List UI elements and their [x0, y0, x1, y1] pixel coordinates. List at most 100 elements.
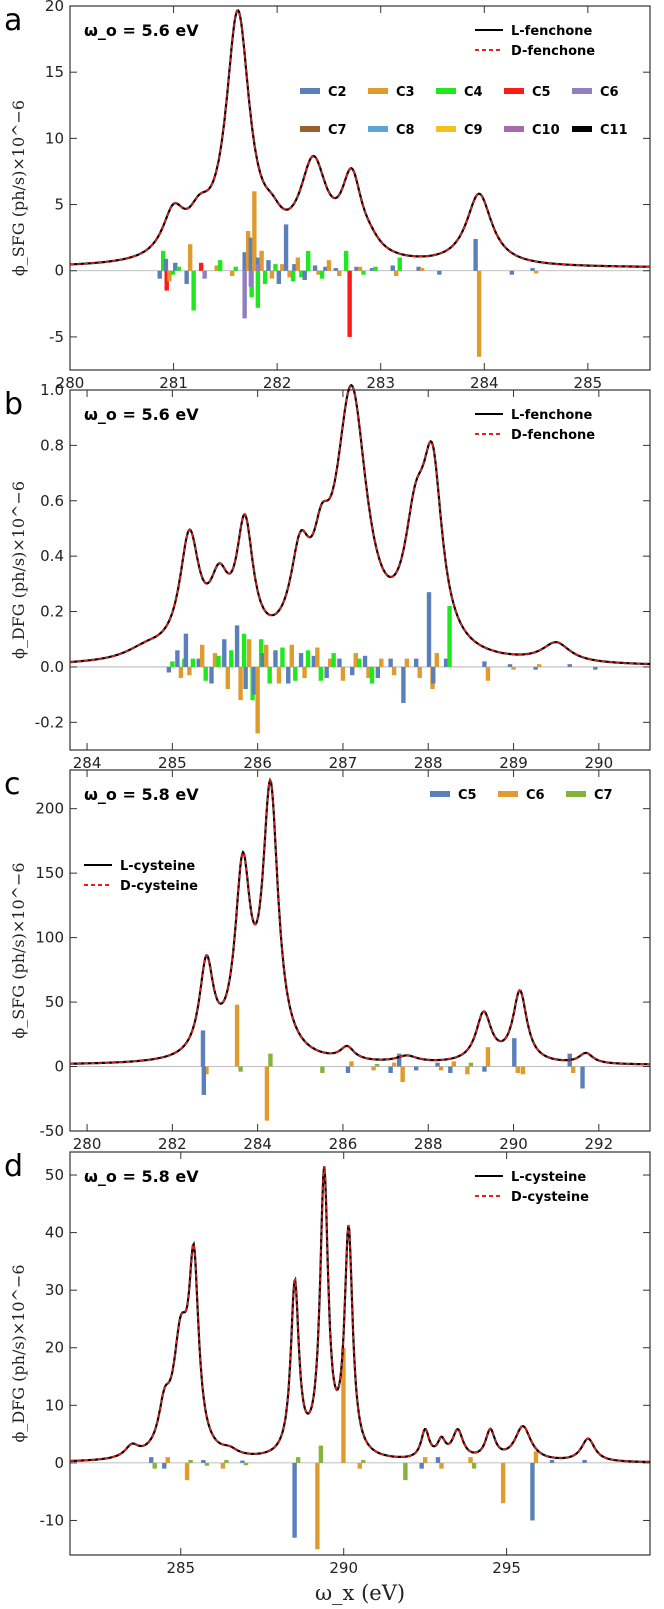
- bar-mark: [266, 260, 271, 271]
- legend-label: C5: [532, 85, 551, 100]
- bar-mark: [319, 270, 325, 279]
- panel-d: 285 290 295 -10 0 10 20 30 40 50 d ω_o = 5.8 eV ϕ_DF…: [4, 1149, 651, 1577]
- bar-mark: [183, 633, 189, 667]
- bar-mark: [262, 270, 268, 284]
- bar-mark: [201, 1066, 207, 1095]
- y-axis-label: ϕ_DFG (ph/s)×10^−6: [9, 1264, 28, 1442]
- y-tick-label: 10: [45, 1396, 64, 1414]
- bar-mark: [245, 231, 251, 271]
- bar-mark: [341, 1347, 346, 1463]
- legend-swatch: [368, 88, 388, 94]
- y-axis-label: ϕ_SFG (ph/s)×10^−6: [9, 100, 28, 276]
- bar-mark: [204, 1066, 209, 1075]
- y-tick-label: 1.0: [40, 381, 64, 399]
- bar-mark: [316, 270, 321, 275]
- bar-mark: [287, 270, 292, 278]
- bar-mark: [390, 265, 395, 271]
- bar-mark: [220, 1462, 226, 1469]
- bar-mark: [438, 1066, 444, 1071]
- x-tick-label: 290: [329, 1559, 358, 1577]
- bar-mark: [448, 1066, 453, 1073]
- y-tick-label: 0.0: [40, 658, 64, 676]
- bar-mark: [312, 265, 318, 271]
- bar-mark: [302, 666, 307, 678]
- y-tick-label: 20: [45, 1339, 64, 1357]
- bar-mark: [403, 1462, 408, 1481]
- bar-mark: [198, 262, 204, 271]
- bar-mark: [349, 1061, 354, 1067]
- bar-mark: [311, 655, 317, 667]
- bar-mark: [414, 1066, 419, 1071]
- bar-mark: [162, 1462, 167, 1469]
- bar-mark: [366, 666, 371, 678]
- bar-mark: [536, 664, 542, 667]
- legend-label: L-cysteine: [511, 1170, 586, 1185]
- bar-mark: [400, 1066, 405, 1083]
- plot-frame: [69, 389, 651, 751]
- x-tick-label: 288: [414, 1135, 443, 1153]
- bar-mark: [361, 270, 366, 275]
- y-tick-label: 15: [45, 63, 64, 81]
- y-tick-label: 0: [54, 1058, 64, 1076]
- panel-c: 280 282 284 286 288 290 292 -50 0 50 100 150 200 c ω_o…: [4, 767, 651, 1153]
- bar-mark: [289, 644, 294, 667]
- legend-label: D-fenchone: [511, 428, 595, 443]
- bar-mark: [318, 666, 324, 681]
- bar-mark: [353, 653, 358, 667]
- bar-mark: [337, 270, 342, 277]
- bar-mark: [391, 666, 397, 676]
- y-tick-label: 0.8: [40, 436, 64, 454]
- bar-mark: [224, 1460, 229, 1463]
- legend-label: C7: [594, 788, 613, 803]
- bar-mark: [299, 270, 304, 278]
- bar-mark: [273, 264, 278, 271]
- bar-mark: [500, 1462, 506, 1504]
- legend-swatch: [504, 88, 524, 94]
- legend-swatch: [566, 791, 586, 797]
- x-tick-label: 286: [329, 1135, 358, 1153]
- legend-swatch: [436, 88, 456, 94]
- bar-mark: [255, 264, 261, 271]
- x-tick-label: 284: [243, 1135, 272, 1153]
- bar-mark: [252, 191, 257, 271]
- bar-mark: [243, 1462, 249, 1466]
- panel-a: 280 281 282 283 284 285 -5 0 5 10 15 20 a ω_o = 5.6 e…: [4, 0, 651, 392]
- bar-mark: [343, 250, 349, 271]
- bar-mark: [354, 266, 359, 271]
- panel-b: 284 285 286 287 288 289 290 -0.2 0.0 0.2 0.4 0.6 0.8…: [4, 381, 651, 772]
- y-axis-label: ϕ_DFG (ph/s)×10^−6: [9, 481, 28, 659]
- bar-mark: [533, 1451, 539, 1463]
- bar-mark: [280, 647, 285, 667]
- bar-mark: [451, 1061, 457, 1067]
- legend-label: C11: [600, 123, 628, 138]
- bar-mark: [173, 262, 178, 271]
- bar-mark: [164, 270, 169, 291]
- legend-label: D-cysteine: [511, 1190, 589, 1205]
- bar-mark: [369, 268, 375, 271]
- y-tick-label: 40: [45, 1224, 64, 1242]
- y-axis-label: ϕ_SFG (ph/s)×10^−6: [9, 862, 28, 1038]
- bar-mark: [485, 1047, 491, 1067]
- panel-letter: a: [4, 3, 22, 38]
- bar-mark: [302, 270, 307, 280]
- bar-mark: [255, 270, 261, 308]
- bar-mark: [379, 658, 384, 667]
- bar-mark: [283, 224, 289, 271]
- legend-label: L-fenchone: [511, 408, 593, 423]
- bar-mark: [482, 1066, 487, 1072]
- bar-mark: [196, 658, 201, 667]
- y-tick-label: -50: [40, 1122, 65, 1140]
- bar-mark: [292, 1462, 297, 1538]
- bar-mark: [184, 270, 189, 284]
- x-tick-label: 287: [329, 754, 358, 772]
- bar-mark: [201, 1460, 206, 1463]
- series-line-L: [70, 9, 650, 268]
- legend-swatch: [572, 126, 592, 132]
- bar-mark: [184, 1462, 190, 1481]
- bar-mark: [373, 266, 378, 271]
- y-tick-label: -0.2: [35, 713, 64, 731]
- bar-mark: [320, 1066, 325, 1073]
- bar-mark: [295, 1457, 301, 1463]
- bar-mark: [290, 270, 296, 282]
